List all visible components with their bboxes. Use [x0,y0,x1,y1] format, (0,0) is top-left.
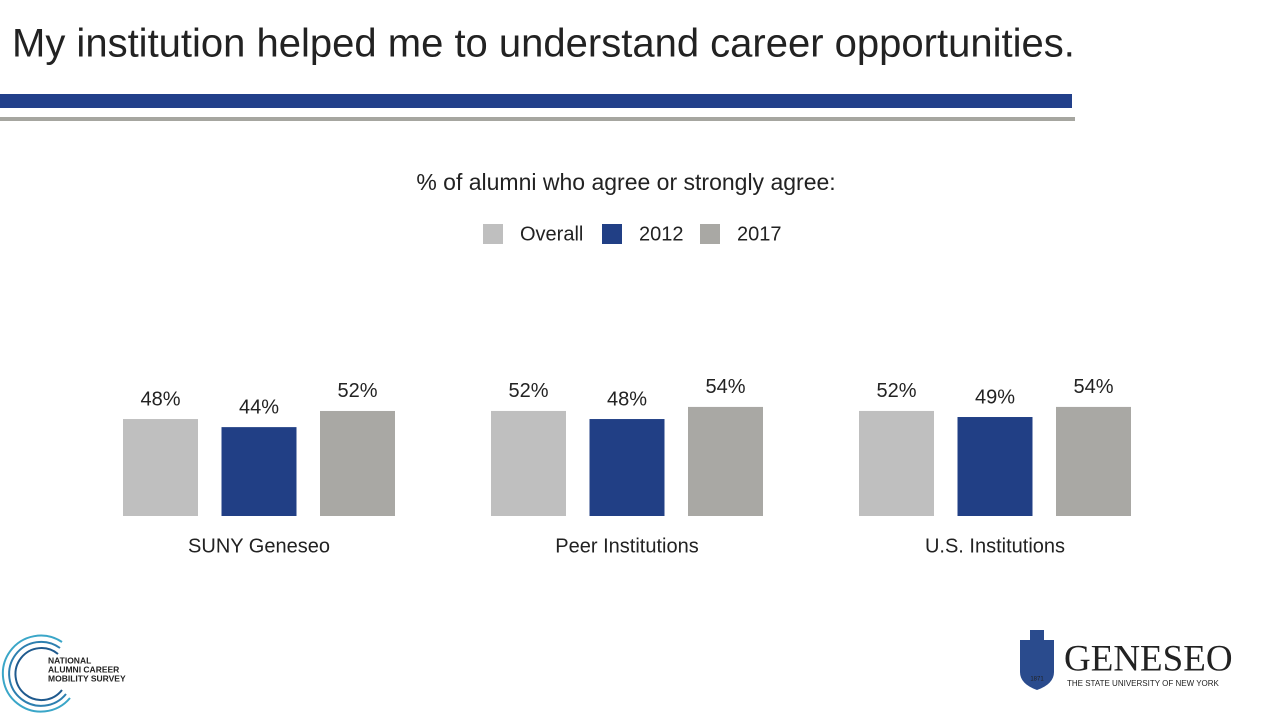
college-logo-name: GENESEO [1064,638,1233,679]
legend-label: 2012 [639,223,684,245]
survey-logo-line: NATIONAL [48,655,91,665]
bar [491,410,566,516]
survey-logo: NATIONAL ALUMNI CAREER MOBILITY SURVEY [1,634,126,713]
survey-logo-line: MOBILITY SURVEY [48,673,126,683]
value-label: 54% [705,376,745,398]
legend-label: 2017 [737,223,782,245]
value-label: 48% [607,388,647,410]
legend-swatch [602,224,622,244]
x-tick-label: U.S. Institutions [925,535,1065,557]
title-underline [0,117,1075,121]
bar [320,410,395,516]
college-logo: 1871 GENESEO THE STATE UNIVERSITY OF NEW… [1020,630,1233,690]
bar [221,427,297,516]
title-rule [0,94,1072,108]
college-logo-sub: THE STATE UNIVERSITY OF NEW YORK [1067,679,1220,688]
x-tick-label: Peer Institutions [555,535,698,557]
bar [589,419,665,516]
legend-swatch [483,224,503,244]
slide-title: My institution helped me to understand c… [12,22,1075,66]
value-label: 48% [140,388,180,410]
bar [688,406,763,516]
chart-subtitle: % of alumni who agree or strongly agree: [416,169,835,195]
legend-swatch [700,224,720,244]
value-label: 52% [508,380,548,402]
legend-label: Overall [520,223,583,245]
survey-logo-line: ALUMNI CAREER [48,664,119,674]
college-logo-year: 1871 [1030,677,1044,683]
bar [957,417,1033,516]
bar [859,410,934,516]
value-label: 49% [975,386,1015,408]
bar [1056,406,1131,516]
value-label: 52% [876,380,916,402]
value-label: 54% [1073,376,1113,398]
value-label: 44% [239,396,279,418]
value-label: 52% [337,380,377,402]
x-tick-label: SUNY Geneseo [188,535,330,557]
bar [123,419,198,516]
